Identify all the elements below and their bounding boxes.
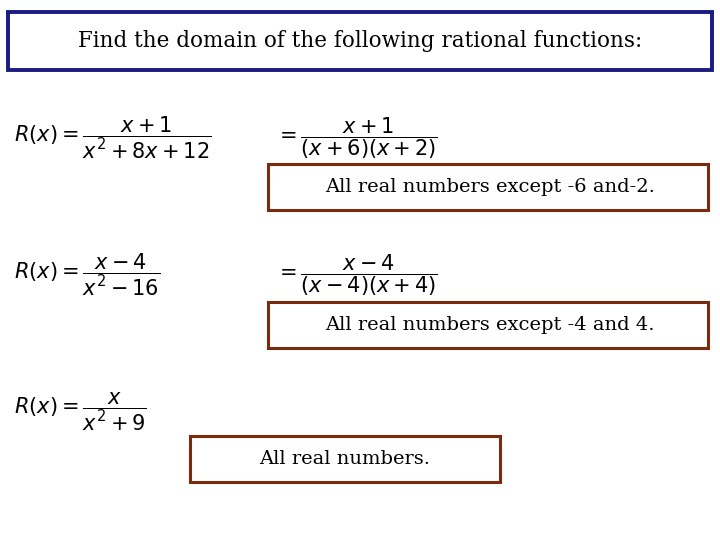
Text: $= \dfrac{x+1}{(x+6)(x+2)}$: $= \dfrac{x+1}{(x+6)(x+2)}$ [275, 115, 438, 161]
Text: $= \dfrac{x-4}{(x-4)(x+4)}$: $= \dfrac{x-4}{(x-4)(x+4)}$ [275, 252, 438, 298]
FancyBboxPatch shape [8, 12, 712, 70]
Text: $R(x) = \dfrac{x}{x^2+9}$: $R(x) = \dfrac{x}{x^2+9}$ [14, 391, 147, 433]
Text: Find the domain of the following rational functions:: Find the domain of the following rationa… [78, 30, 642, 52]
FancyBboxPatch shape [268, 164, 708, 210]
Text: $R(x) = \dfrac{x+1}{x^2+8x+12}$: $R(x) = \dfrac{x+1}{x^2+8x+12}$ [14, 115, 212, 161]
Text: All real numbers.: All real numbers. [259, 450, 431, 468]
Text: $R(x) = \dfrac{x-4}{x^2-16}$: $R(x) = \dfrac{x-4}{x^2-16}$ [14, 252, 160, 298]
FancyBboxPatch shape [190, 436, 500, 482]
Text: All real numbers except -4 and 4.: All real numbers except -4 and 4. [325, 316, 654, 334]
FancyBboxPatch shape [268, 302, 708, 348]
Text: All real numbers except -6 and-2.: All real numbers except -6 and-2. [325, 178, 655, 196]
